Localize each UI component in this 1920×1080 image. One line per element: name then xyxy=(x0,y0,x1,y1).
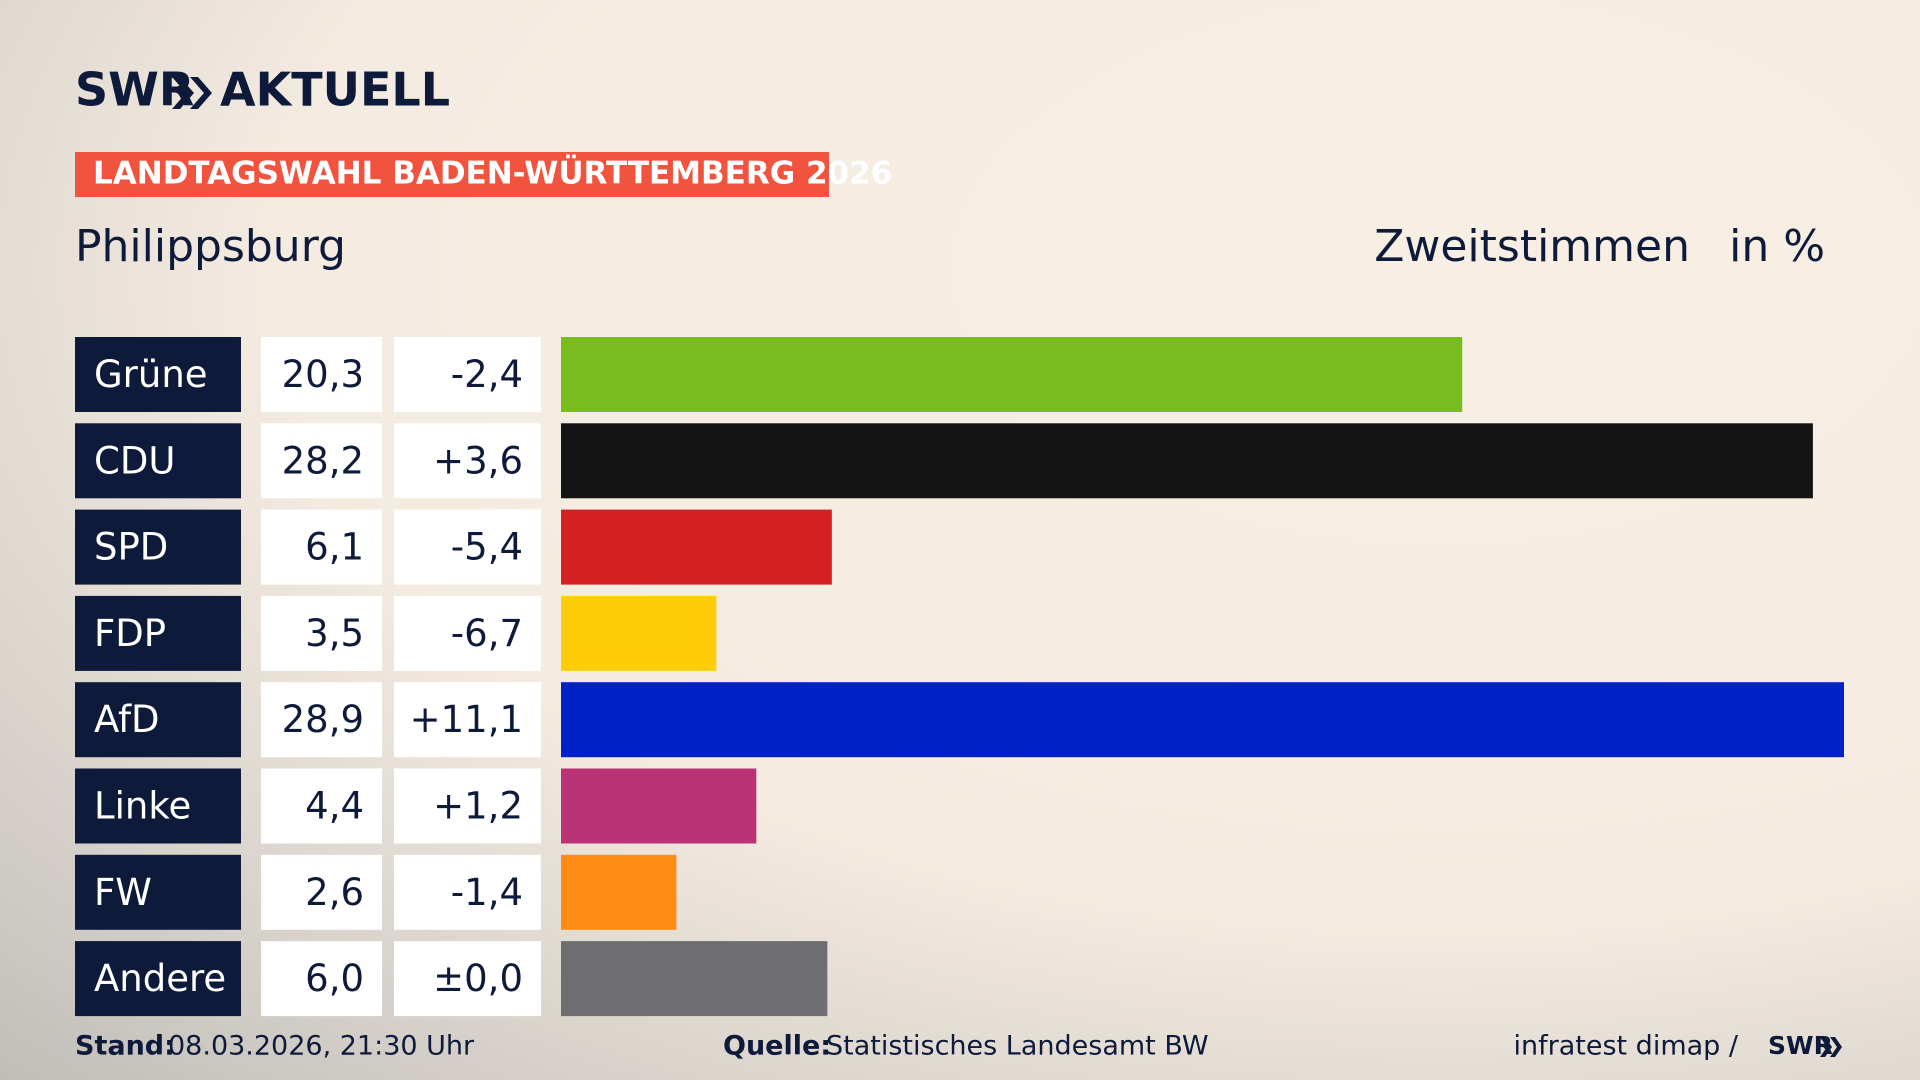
value-box xyxy=(261,941,382,1017)
value-label: 6,0 xyxy=(305,957,364,1000)
party-label: CDU xyxy=(94,439,175,482)
value-box xyxy=(261,854,382,930)
party-box xyxy=(75,854,241,930)
party-label: Linke xyxy=(94,785,191,828)
change-label: -6,7 xyxy=(451,612,523,655)
value-label: 2,6 xyxy=(305,871,364,914)
party-label: Grüne xyxy=(94,353,208,396)
change-label: -1,4 xyxy=(451,871,523,914)
party-label: Andere xyxy=(94,957,226,1000)
bar xyxy=(561,423,1813,499)
change-box xyxy=(394,854,541,930)
credit: infratest dimap / xyxy=(1513,1031,1738,1062)
change-box xyxy=(394,337,541,412)
value-label: 28,2 xyxy=(282,439,364,482)
party-label: SPD xyxy=(94,526,168,569)
party-box xyxy=(75,509,241,585)
change-box xyxy=(394,509,541,585)
value-label: 4,4 xyxy=(305,785,364,828)
measure: Zweitstimmen xyxy=(1374,221,1690,272)
bar xyxy=(561,941,828,1017)
party-box xyxy=(75,682,241,758)
bar xyxy=(561,854,677,930)
unit: in % xyxy=(1729,221,1825,272)
change-label: +3,6 xyxy=(433,439,523,482)
party-box xyxy=(75,423,241,499)
change-box xyxy=(394,595,541,671)
value-box xyxy=(261,682,382,758)
value-box xyxy=(261,337,382,412)
bar xyxy=(561,682,1844,758)
party-label: FDP xyxy=(94,612,166,655)
value-label: 6,1 xyxy=(305,526,364,569)
source: Statistisches Landesamt BW xyxy=(826,1031,1209,1062)
source-label: Quelle: xyxy=(723,1031,831,1062)
party-box xyxy=(75,941,241,1017)
change-label: -5,4 xyxy=(451,526,523,569)
value-label: 28,9 xyxy=(282,698,364,741)
chart-title: Philippsburg xyxy=(75,221,346,272)
change-box xyxy=(394,768,541,844)
party-label: FW xyxy=(94,871,152,914)
change-label: ±0,0 xyxy=(433,957,523,1000)
value-box xyxy=(261,423,382,499)
value-label: 20,3 xyxy=(282,353,364,396)
credit-chevrons xyxy=(1820,1037,1842,1057)
party-box xyxy=(75,337,241,412)
change-box xyxy=(394,423,541,499)
bar xyxy=(561,768,757,844)
change-box xyxy=(394,682,541,758)
party-label: AfD xyxy=(94,698,160,741)
value-box xyxy=(261,509,382,585)
bar xyxy=(561,595,717,671)
party-box xyxy=(75,768,241,844)
value-box xyxy=(261,595,382,671)
change-label: +1,2 xyxy=(433,785,523,828)
bar xyxy=(561,509,832,585)
stand-label: Stand: xyxy=(75,1031,175,1062)
change-box xyxy=(394,941,541,1017)
brand-chevrons xyxy=(172,77,212,109)
badge-box xyxy=(75,152,829,197)
brand-suffix: AKTUELL xyxy=(220,63,450,117)
change-label: -2,4 xyxy=(451,353,523,396)
party-box xyxy=(75,595,241,671)
stand: 08.03.2026, 21:30 Uhr xyxy=(168,1031,475,1062)
value-label: 3,5 xyxy=(305,612,364,655)
value-box xyxy=(261,768,382,844)
badge: LANDTAGSWAHL BADEN-WÜRTTEMBERG 2026 xyxy=(93,155,892,192)
change-label: +11,1 xyxy=(410,698,523,741)
bar xyxy=(561,337,1463,412)
